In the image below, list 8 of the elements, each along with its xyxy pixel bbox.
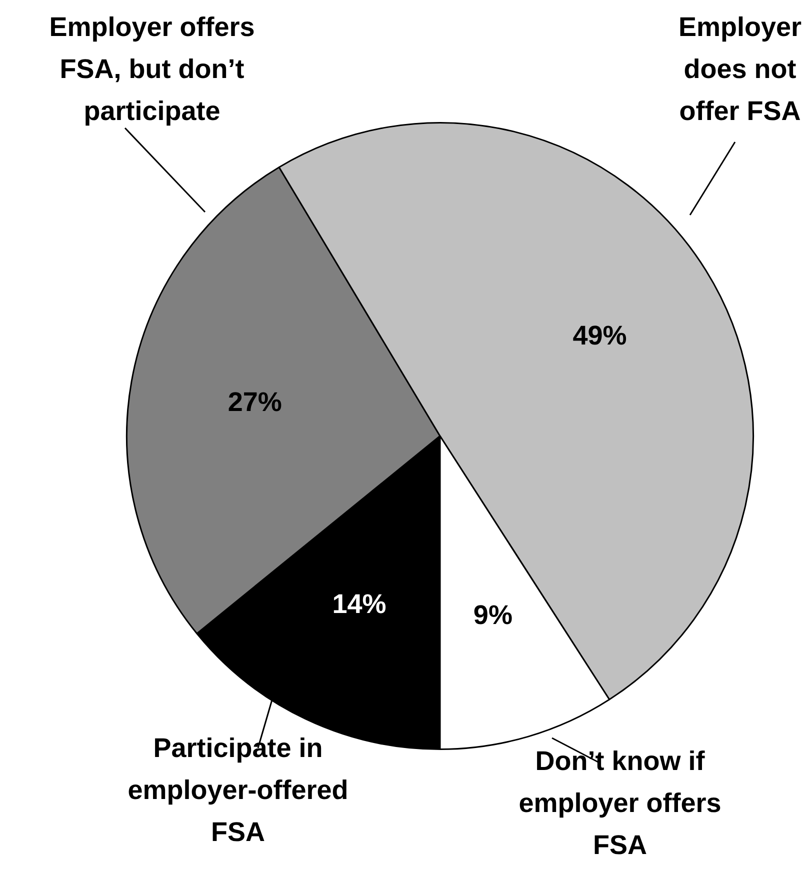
- data-label: 49%: [572, 320, 627, 350]
- data-label: 9%: [473, 600, 512, 630]
- data-label: 27%: [228, 386, 282, 417]
- slice-label: Employer does not offer FSA: [678, 12, 802, 126]
- slice-label: Participate in employer-offered FSA: [128, 733, 348, 847]
- data-label: 14%: [332, 589, 386, 620]
- slice-label: Don’t know if employer offers FSA: [518, 746, 722, 860]
- slice-label: Employer offers FSA, but don’t participate: [49, 12, 255, 126]
